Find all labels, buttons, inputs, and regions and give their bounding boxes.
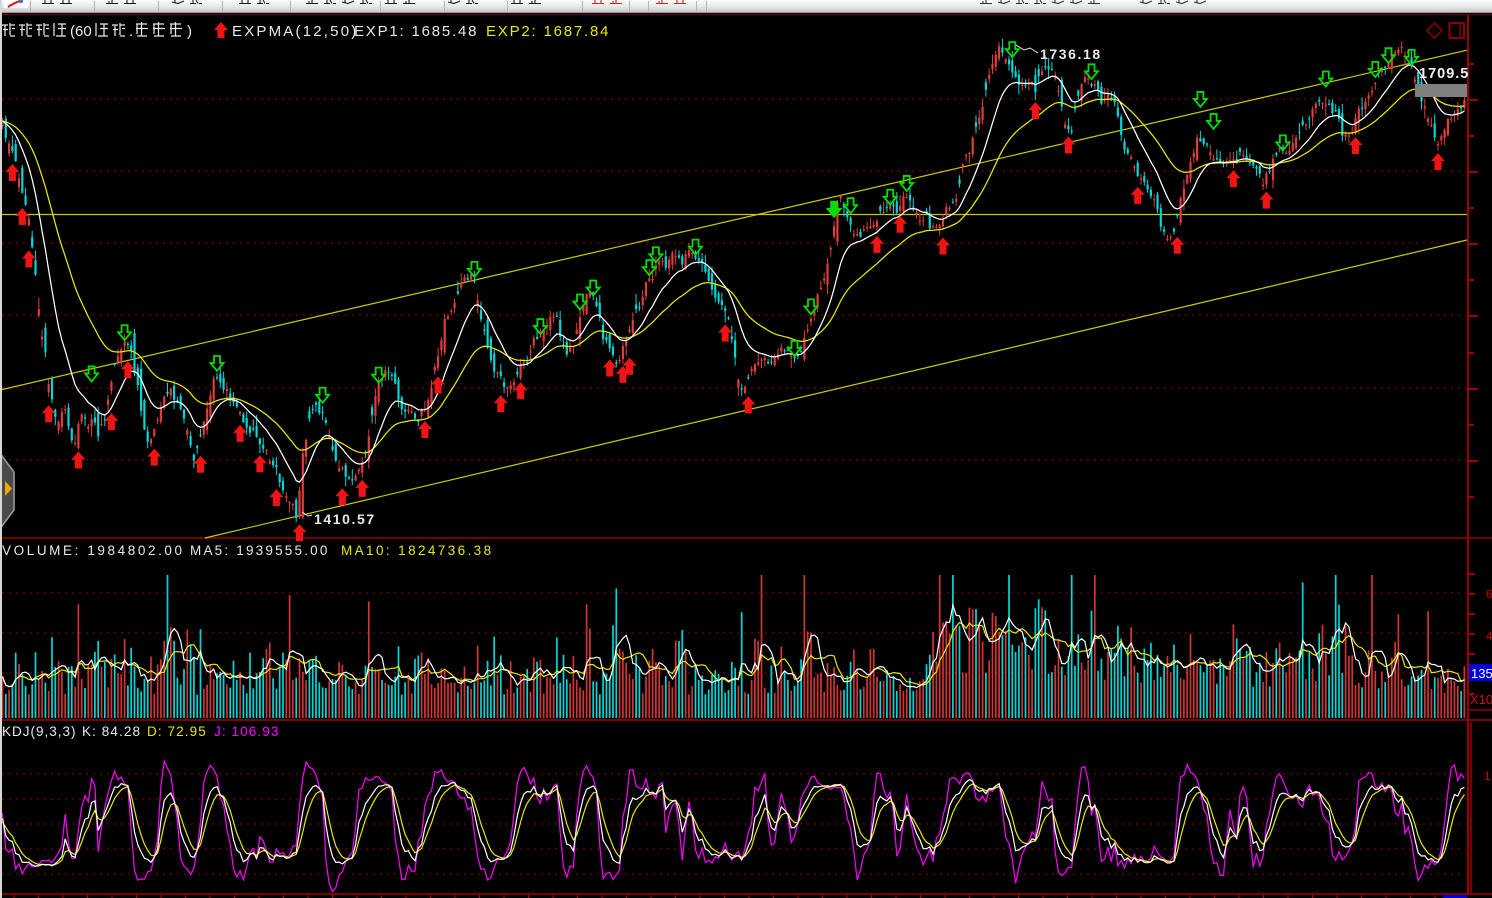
svg-text:EXP1: 1685.48: EXP1: 1685.48 (354, 23, 478, 40)
svg-text:6: 6 (1486, 587, 1492, 601)
svg-text:EXP2: 1687.84: EXP2: 1687.84 (486, 23, 610, 40)
svg-text:1: 1 (1484, 769, 1491, 783)
svg-text:J: 106.93: J: 106.93 (214, 724, 279, 739)
svg-text:VOLUME: 1984802.00: VOLUME: 1984802.00 (2, 543, 185, 558)
svg-text:D: 72.95: D: 72.95 (147, 724, 207, 739)
svg-text:MA5: 1939555.00: MA5: 1939555.00 (190, 543, 330, 558)
svg-text:(60: (60 (70, 23, 92, 40)
svg-text:MA10: 1824736.38: MA10: 1824736.38 (341, 543, 494, 558)
svg-text:): ) (187, 23, 192, 40)
svg-text:135: 135 (1471, 666, 1492, 681)
svg-text:KDJ(9,3,3): KDJ(9,3,3) (2, 724, 77, 739)
svg-text:4: 4 (1486, 629, 1492, 643)
svg-text:.: . (129, 23, 133, 40)
svg-text:1709.5: 1709.5 (1419, 66, 1469, 82)
svg-text:1410.57: 1410.57 (314, 511, 376, 527)
svg-text:1736.18: 1736.18 (1040, 46, 1102, 62)
svg-text:K: 84.28: K: 84.28 (82, 724, 141, 739)
svg-text:X10: X10 (1470, 692, 1492, 707)
svg-text:EXPMA(12,50): EXPMA(12,50) (232, 23, 358, 40)
